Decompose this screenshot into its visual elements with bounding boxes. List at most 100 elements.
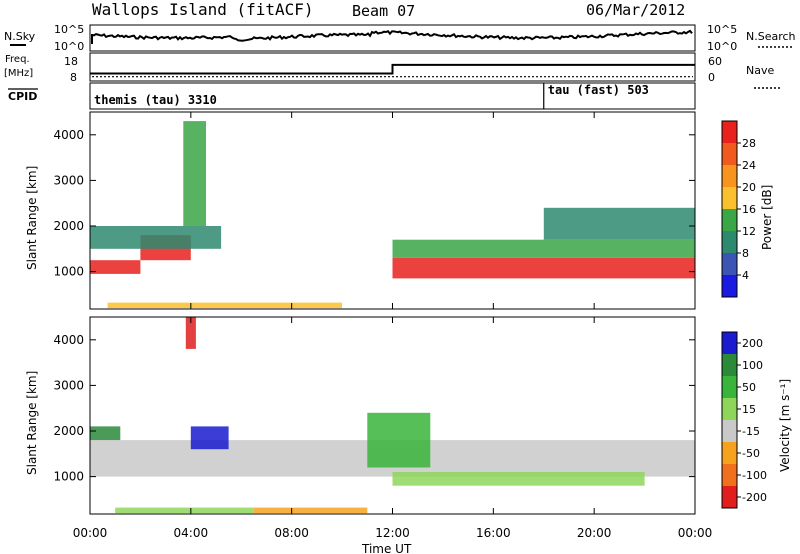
echo-band — [392, 239, 695, 258]
colorbar-tick-label: 28 — [742, 137, 756, 150]
x-tick-label: 00:00 — [73, 526, 108, 540]
y-tick-label: 1000 — [53, 470, 84, 484]
beam-title: Beam 07 — [352, 2, 415, 20]
power-y-axis-label: Slant Range [km] — [25, 166, 39, 270]
velocity-y-axis-label: Slant Range [km] — [25, 371, 39, 475]
colorbar-tick-label: 200 — [742, 337, 763, 350]
y-tick-label: 3000 — [53, 378, 84, 392]
frequency-panel: Freq. [MHz] 18 8 60 0 Nave — [4, 52, 782, 89]
y-tick-label: 1000 — [53, 265, 84, 279]
colorbar-swatch — [722, 398, 737, 421]
time-x-axis: 00:00 04:00 08:00 12:00 16:00 20:00 00:00 — [73, 112, 713, 540]
velocity-y-ticks: 1000 2000 3000 4000 — [53, 333, 695, 484]
colorbar-tick-label: 8 — [742, 247, 749, 260]
colorbar-swatch — [722, 209, 737, 232]
colorbar-tick-label: -100 — [742, 469, 767, 482]
station-title: Wallops Island (fitACF) — [92, 0, 314, 19]
colorbar-tick-label: -50 — [742, 447, 760, 460]
power-colorbar-swatches — [722, 121, 737, 298]
colorbar-tick-label: 15 — [742, 403, 756, 416]
velocity-colorbar-swatches — [722, 332, 737, 509]
echo-band — [543, 207, 696, 240]
frequency-label: Freq. — [5, 54, 30, 65]
x-tick-label: 00:00 — [678, 526, 713, 540]
x-tick-label: 04:00 — [174, 526, 209, 540]
y-tick-label: 2000 — [53, 219, 84, 233]
noise-panel: N.Sky 10^5 10^0 10^5 10^0 N.Search — [4, 23, 796, 53]
date-title: 06/Mar/2012 — [586, 1, 685, 19]
velocity-plot: 1000 2000 3000 4000 Slant Range [km] — [25, 316, 696, 515]
echo-band — [392, 472, 645, 486]
velocity-echo-marks — [90, 317, 695, 514]
power-colorbar-ticks: 28 24 20 16 12 8 4 — [737, 137, 756, 282]
x-tick-label: 20:00 — [577, 526, 612, 540]
colorbar-swatch — [722, 165, 737, 188]
colorbar-tick-label: 12 — [742, 225, 756, 238]
power-echo-marks — [90, 121, 696, 309]
colorbar-tick-label: -200 — [742, 491, 767, 504]
colorbar-tick-label: 100 — [742, 359, 763, 372]
colorbar-swatch — [722, 275, 737, 298]
y-tick-label: 4000 — [53, 333, 84, 347]
cpid-panel: CPID themis (tau) 3310 tau (fast) 503 — [8, 82, 696, 110]
cpid-mode-1: themis (tau) 3310 — [94, 93, 217, 107]
frequency-unit-label: [MHz] — [4, 68, 33, 79]
noise-left-tick-low: 10^0 — [54, 40, 84, 53]
colorbar-swatch — [722, 420, 737, 443]
colorbar-swatch — [722, 231, 737, 254]
velocity-colorbar: 200 100 50 15 -15 -50 -100 -200 Velocity [m s⁻¹… — [721, 331, 792, 509]
x-tick-label: 08:00 — [274, 526, 309, 540]
echo-band — [190, 426, 229, 450]
noise-right-tick-high: 10^5 — [707, 23, 737, 36]
colorbar-tick-label: -15 — [742, 425, 760, 438]
noise-right-tick-low: 10^0 — [707, 40, 737, 53]
frequency-series — [90, 63, 695, 75]
colorbar-tick-label: 20 — [742, 181, 756, 194]
echo-band — [90, 260, 141, 274]
x-tick-label: 16:00 — [476, 526, 511, 540]
echo-band — [107, 302, 342, 309]
colorbar-tick-label: 4 — [742, 269, 749, 282]
x-tick-label: 12:00 — [375, 526, 410, 540]
nave-label: Nave — [746, 64, 774, 77]
colorbar-tick-label: 16 — [742, 203, 756, 216]
echo-band — [185, 317, 196, 349]
power-colorbar: 28 24 20 16 12 8 4 Power [dB] — [721, 120, 774, 298]
noise-search-label: N.Search — [746, 30, 796, 43]
power-y-ticks: 1000 2000 3000 4000 — [53, 128, 695, 279]
velocity-colorbar-ticks: 200 100 50 15 -15 -50 -100 -200 — [737, 337, 767, 504]
y-tick-label: 3000 — [53, 173, 84, 187]
x-axis-label: Time UT — [361, 542, 412, 554]
velocity-colorbar-frame — [721, 331, 738, 509]
colorbar-swatch — [722, 187, 737, 210]
echo-band — [392, 257, 695, 279]
noise-sky-label: N.Sky — [4, 30, 36, 43]
colorbar-swatch — [722, 464, 737, 487]
echo-band — [90, 426, 121, 441]
colorbar-tick-label: 24 — [742, 159, 756, 172]
colorbar-tick-label: 50 — [742, 381, 756, 394]
cpid-mode-2: tau (fast) 503 — [548, 83, 649, 97]
y-tick-label: 2000 — [53, 424, 84, 438]
echo-band — [183, 121, 206, 226]
y-tick-label: 4000 — [53, 128, 84, 142]
echo-band — [115, 507, 254, 514]
velocity-colorbar-label: Velocity [m s⁻¹] — [778, 379, 792, 472]
echo-band — [90, 226, 222, 249]
colorbar-swatch — [722, 354, 737, 377]
nave-tick-high: 60 — [708, 55, 722, 68]
noise-panel-frame — [89, 24, 696, 52]
colorbar-swatch — [722, 253, 737, 276]
power-colorbar-label: Power [dB] — [760, 185, 774, 250]
colorbar-swatch — [722, 143, 737, 166]
cpid-panel-frame — [89, 82, 696, 110]
colorbar-swatch — [722, 442, 737, 465]
cpid-label: CPID — [8, 90, 37, 103]
colorbar-swatch — [722, 376, 737, 399]
noise-sky-series — [91, 29, 693, 44]
noise-left-tick-high: 10^5 — [54, 23, 84, 36]
frequency-tick-low: 8 — [70, 71, 77, 84]
colorbar-swatch — [722, 332, 737, 355]
colorbar-swatch — [722, 486, 737, 509]
